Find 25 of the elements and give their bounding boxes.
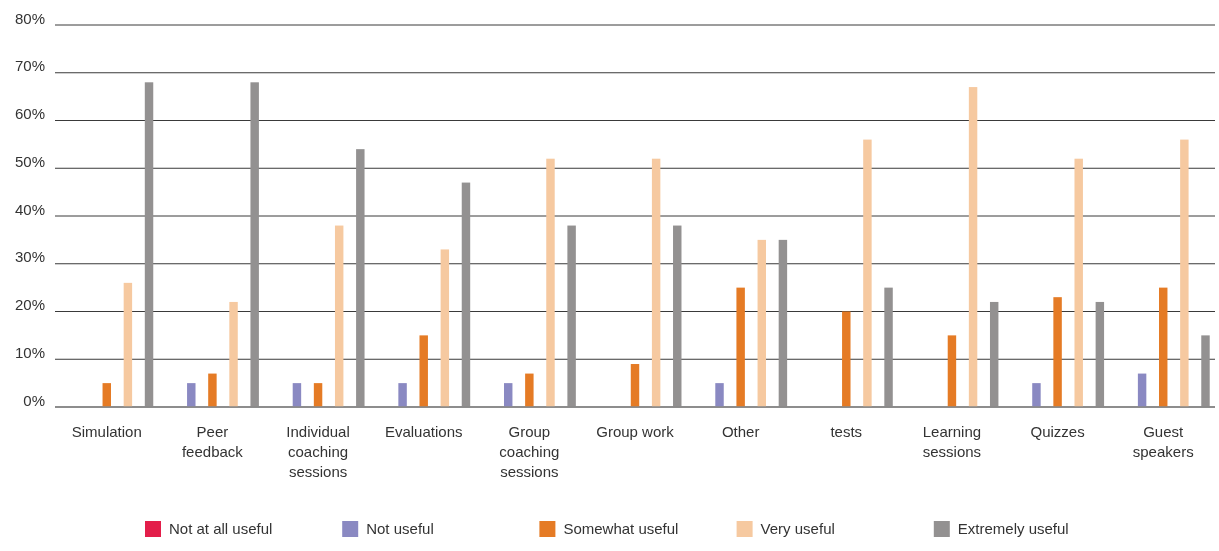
y-tick-label: 80% (14, 9, 45, 27)
x-tick-label: Learning sessions (922, 423, 982, 460)
x-tick-label: Peer feedback (181, 423, 244, 460)
x-tick-label: Group coaching sessions (499, 423, 560, 480)
y-tick-label: 10% (14, 343, 45, 361)
legend-label: Extremely useful (957, 520, 1069, 537)
legend-label: Not at all useful (169, 520, 273, 537)
x-tick-label: Group work (596, 423, 675, 440)
y-tick-label: 20% (14, 296, 45, 313)
x-tick-label: tests (830, 423, 863, 440)
y-tick-label: 60% (14, 105, 45, 122)
y-tick-label: 0% (23, 391, 45, 409)
y-tick-label: 70% (14, 57, 45, 75)
y-tick-label: 40% (14, 200, 45, 218)
legend-label: Not useful (366, 520, 434, 537)
x-tick-label: Simulation (71, 423, 142, 440)
legend-label: Somewhat useful (563, 520, 679, 537)
x-tick-label: Other (721, 423, 760, 440)
y-tick-label: 50% (14, 152, 45, 170)
x-tick-label: Evaluations (384, 423, 463, 440)
x-tick-label: Quizzes (1030, 423, 1085, 440)
x-tick-label: Individual coaching sessions (286, 423, 350, 480)
x-tick-label: Guest speakers (1132, 423, 1194, 460)
legend-label: Very useful (760, 520, 835, 537)
y-tick-label: 30% (14, 248, 45, 266)
